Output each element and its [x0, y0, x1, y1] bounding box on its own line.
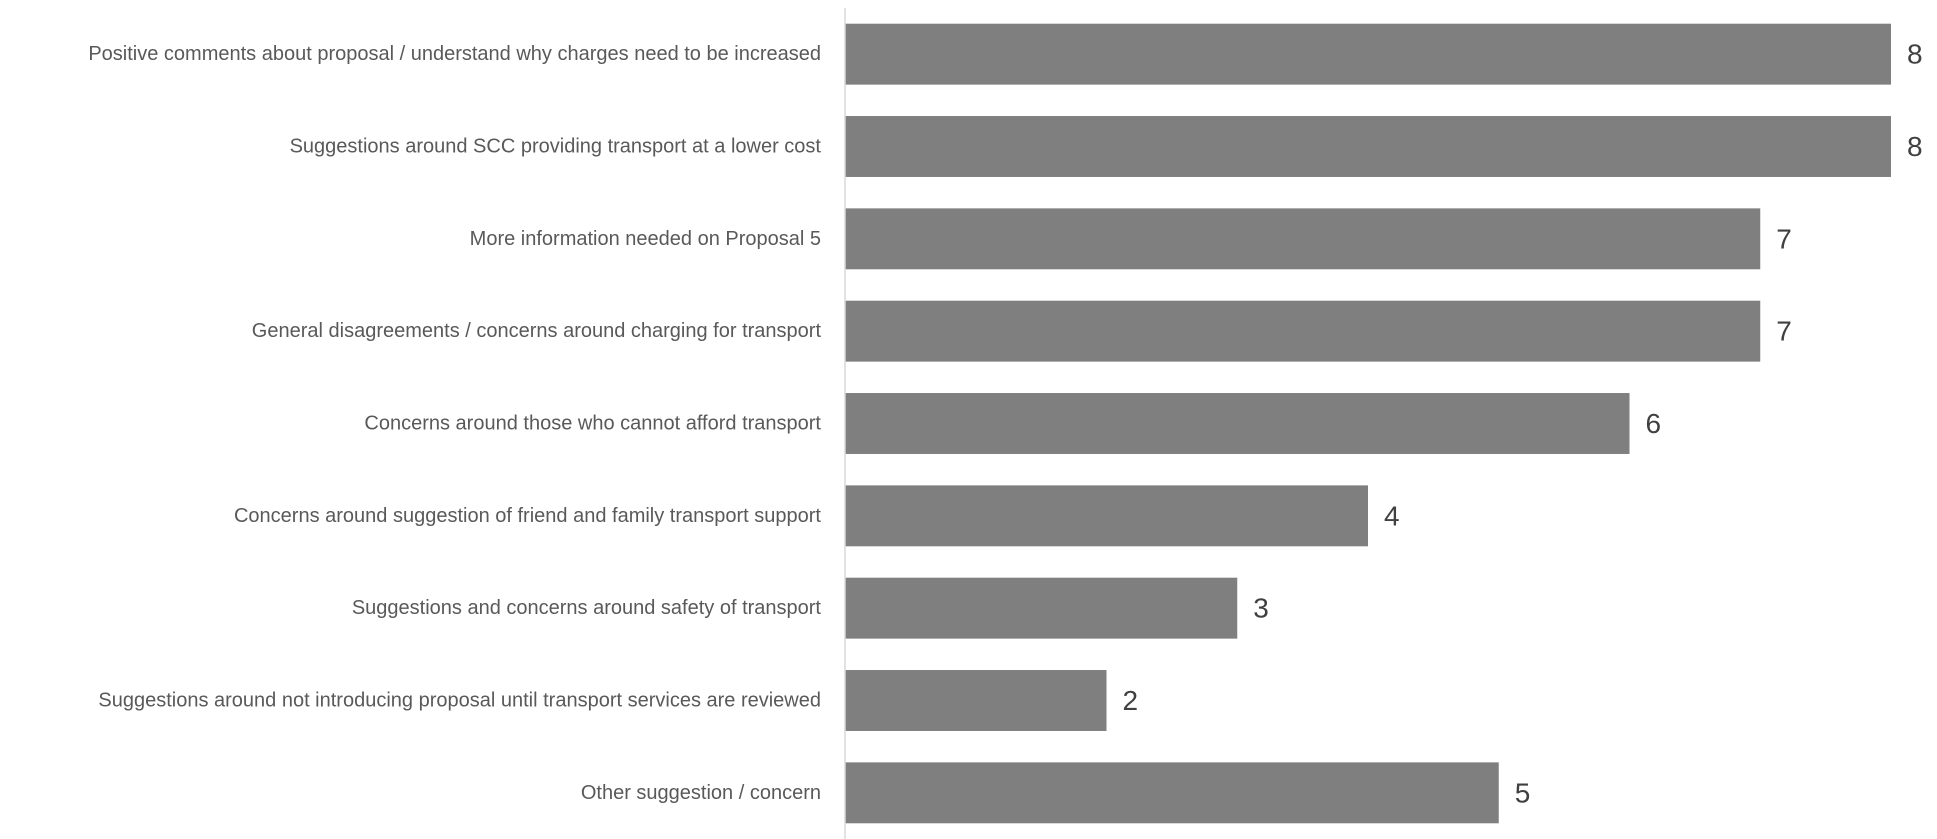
bars-group	[845, 23, 1891, 824]
data-label: 2	[1123, 685, 1139, 716]
bar	[845, 116, 1891, 177]
category-label: Positive comments about proposal / under…	[88, 43, 821, 65]
data-label: 3	[1253, 593, 1269, 624]
bar	[845, 485, 1368, 547]
category-label: Suggestions around SCC providing transpo…	[290, 136, 822, 158]
bar	[845, 762, 1499, 824]
data-label: 8	[1907, 131, 1923, 162]
data-label: 7	[1776, 223, 1792, 254]
data-label: 6	[1646, 408, 1662, 439]
category-label: Other suggestion / concern	[581, 782, 821, 804]
bar	[845, 670, 1107, 731]
data-label: 8	[1907, 39, 1923, 70]
category-label: General disagreements / concerns around …	[252, 320, 822, 342]
bar	[845, 23, 1891, 85]
category-label: Concerns around suggestion of friend and…	[234, 505, 821, 527]
category-label: Suggestions and concerns around safety o…	[352, 597, 822, 619]
bar	[845, 208, 1761, 270]
data-label: 7	[1776, 316, 1792, 347]
bar	[845, 300, 1761, 362]
category-label: Suggestions around not introducing propo…	[98, 690, 821, 712]
value-labels-group: 8 8 7 7 6 4 3 2 5	[1123, 39, 1923, 809]
bar	[845, 393, 1630, 454]
data-label: 5	[1515, 777, 1531, 808]
category-label: Concerns around those who cannot afford …	[364, 413, 821, 435]
data-label: 4	[1384, 500, 1400, 531]
bar	[845, 577, 1238, 639]
category-label: More information needed on Proposal 5	[470, 228, 821, 250]
category-labels-group: Positive comments about proposal / under…	[88, 43, 821, 804]
